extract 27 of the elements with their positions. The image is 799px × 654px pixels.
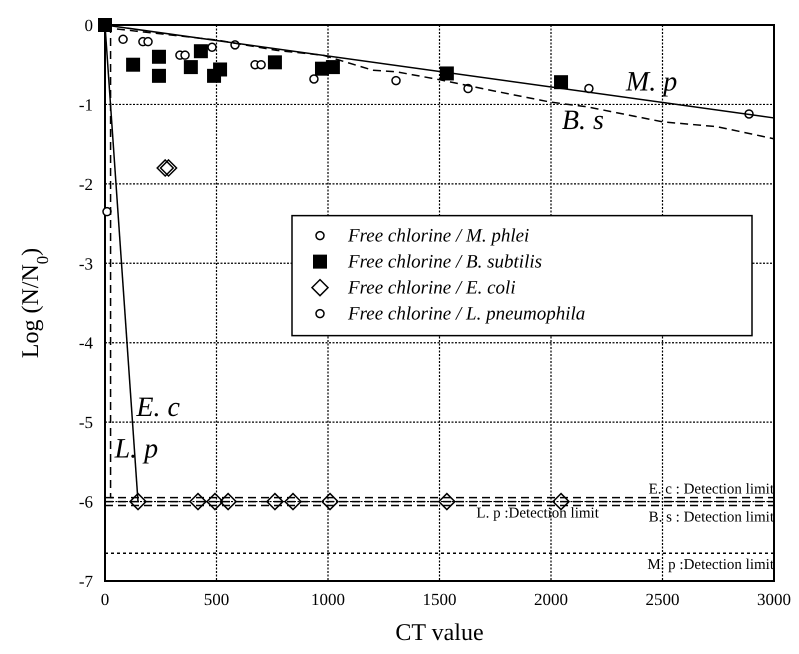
x-tick-label: 500 xyxy=(204,590,230,609)
ref-line-label: B. s : Detection limit xyxy=(648,510,775,526)
ref-line-label: L. p :Detection limit xyxy=(476,506,600,522)
ref-line-label: E. c : Detection limit xyxy=(648,482,775,498)
y-tick-label: 0 xyxy=(84,16,93,35)
y-tick-label: -3 xyxy=(78,254,93,274)
x-tick-label: 1000 xyxy=(311,590,345,609)
y-tick-label: -7 xyxy=(78,572,94,591)
x-tick-label: 0 xyxy=(100,590,110,609)
y-tick-label: -1 xyxy=(78,95,93,114)
x-tick-label: 2500 xyxy=(646,590,680,609)
x-tick-label: 2000 xyxy=(534,590,568,609)
legend-label: Free chlorine / M. phlei xyxy=(347,226,530,247)
y-tick-label: -2 xyxy=(78,174,93,194)
y-tick-label: -6 xyxy=(78,492,93,512)
legend-label: Free chlorine / L. pneumophila xyxy=(347,304,586,325)
ref-line-label: M. p :Detection limit xyxy=(647,557,775,574)
x-axis-title: CT value xyxy=(395,620,484,646)
y-tick-label: -4 xyxy=(78,334,94,353)
annotation: E. c xyxy=(135,392,181,424)
x-tick-label: 1500 xyxy=(422,590,456,609)
annotation: B. s xyxy=(562,105,604,136)
y-tick-label: -5 xyxy=(78,413,93,432)
legend-label: Free chlorine / E. coli xyxy=(347,278,516,299)
annotation: M. p xyxy=(624,66,678,98)
legend-label: Free chlorine / B. subtilis xyxy=(347,252,542,273)
x-tick-label: 3000 xyxy=(757,590,791,609)
